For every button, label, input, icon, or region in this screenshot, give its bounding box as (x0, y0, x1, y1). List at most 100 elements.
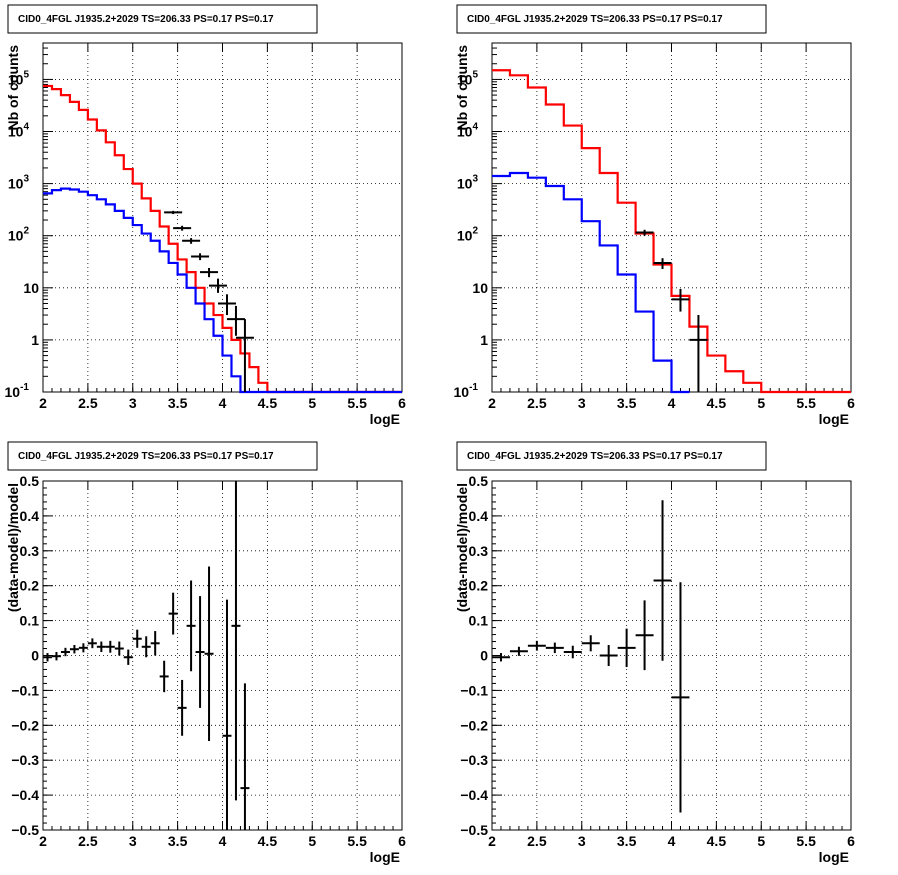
y-tick-label: 10-1 (454, 382, 479, 400)
x-tick-label: 6 (847, 395, 855, 411)
title-box (456, 441, 767, 471)
x-tick-label: 4 (219, 833, 227, 849)
y-tick-label: −0.4 (11, 787, 39, 803)
x-tick-label: 3.5 (617, 833, 637, 849)
x-tick-label: 3.5 (168, 833, 188, 849)
y-tick-label: 105 (8, 69, 30, 87)
y-tick-label: 102 (8, 226, 30, 244)
y-tick-label: 0.4 (20, 508, 40, 524)
x-tick-label: 2 (488, 395, 496, 411)
y-tick-label: −0.2 (11, 717, 39, 733)
y-tick-label: 0.3 (469, 543, 489, 559)
x-tick-label: 5.5 (347, 395, 367, 411)
title-box (7, 4, 318, 34)
y-axis-title: Nb of counts (5, 45, 21, 131)
x-tick-label: 3 (129, 833, 137, 849)
y-tick-label: 105 (457, 69, 479, 87)
x-tick-label: 5 (757, 833, 765, 849)
plot-frame (42, 480, 403, 831)
x-tick-label: 4.5 (258, 395, 278, 411)
x-tick-label: 4 (668, 833, 676, 849)
x-tick-label: 2.5 (527, 395, 547, 411)
residual-panel-right: CID0_4FGL J1935.2+2029 TS=206.33 PS=0.17… (454, 441, 855, 865)
x-tick-label: 5 (757, 395, 765, 411)
x-axis-title: logE (819, 411, 849, 427)
y-tick-label: −0.4 (460, 787, 488, 803)
y-tick-label: −0.1 (11, 682, 39, 698)
x-tick-label: 4 (668, 395, 676, 411)
y-tick-label: 104 (457, 122, 479, 140)
y-tick-label: 10 (23, 280, 39, 296)
title-box (456, 4, 767, 34)
plot-frame (491, 480, 852, 831)
x-tick-label: 4.5 (707, 833, 727, 849)
x-tick-label: 5 (308, 395, 316, 411)
model-step-line (43, 187, 402, 394)
chart-title: CID0_4FGL J1935.2+2029 TS=206.33 PS=0.17… (18, 14, 274, 25)
y-tick-label: 1 (31, 332, 39, 348)
chart-title: CID0_4FGL J1935.2+2029 TS=206.33 PS=0.17… (18, 451, 274, 462)
y-tick-label: 0.5 (469, 473, 489, 489)
y-tick-label: −0.3 (460, 752, 488, 768)
y-tick-label: −0.2 (460, 717, 488, 733)
x-tick-label: 3.5 (617, 395, 637, 411)
x-tick-label: 5 (308, 833, 316, 849)
y-tick-label: −0.1 (460, 682, 488, 698)
chart-title: CID0_4FGL J1935.2+2029 TS=206.33 PS=0.17… (467, 14, 723, 25)
y-tick-label: 0.4 (469, 508, 489, 524)
y-tick-label: 104 (8, 122, 30, 140)
y-tick-label: −0.3 (11, 752, 39, 768)
x-axis-title: logE (370, 411, 400, 427)
x-tick-label: 2 (39, 833, 47, 849)
x-tick-label: 6 (847, 833, 855, 849)
y-tick-label: 0 (480, 648, 488, 664)
x-tick-label: 5.5 (796, 833, 816, 849)
chart-title: CID0_4FGL J1935.2+2029 TS=206.33 PS=0.17… (467, 451, 723, 462)
title-box (7, 441, 318, 471)
y-tick-label: 103 (457, 174, 479, 192)
y-tick-label: −0.5 (460, 822, 488, 838)
y-tick-label: 10-1 (5, 382, 30, 400)
y-axis-title: Nb of counts (454, 45, 470, 131)
y-tick-label: 1 (480, 332, 488, 348)
x-tick-label: 3 (578, 395, 586, 411)
x-tick-label: 5.5 (796, 395, 816, 411)
y-tick-label: 0 (31, 648, 39, 664)
y-tick-label: −0.5 (11, 822, 39, 838)
plot-frame (42, 42, 403, 393)
x-tick-label: 4.5 (707, 395, 727, 411)
y-tick-label: 102 (457, 226, 479, 244)
y-tick-label: 103 (8, 174, 30, 192)
model-step-line (492, 69, 851, 394)
model-step-line (43, 84, 402, 394)
counts-panel-right: CID0_4FGL J1935.2+2029 TS=206.33 PS=0.17… (454, 4, 855, 427)
y-tick-label: 0.1 (469, 613, 489, 629)
x-tick-label: 3 (578, 833, 586, 849)
x-tick-label: 2.5 (78, 395, 98, 411)
x-axis-title: logE (370, 849, 400, 865)
x-tick-label: 3.5 (168, 395, 188, 411)
y-tick-label: 0.1 (20, 613, 40, 629)
y-axis-title: (data-model)/model (5, 483, 21, 612)
x-axis-title: logE (819, 849, 849, 865)
residual-panel-left: CID0_4FGL J1935.2+2029 TS=206.33 PS=0.17… (5, 441, 406, 865)
y-axis-title: (data-model)/model (454, 483, 470, 612)
y-tick-label: 0.2 (469, 578, 489, 594)
x-tick-label: 3 (129, 395, 137, 411)
x-tick-label: 2.5 (78, 833, 98, 849)
x-tick-label: 2 (488, 833, 496, 849)
y-tick-label: 0.2 (20, 578, 40, 594)
x-tick-label: 6 (398, 833, 406, 849)
y-tick-label: 0.5 (20, 473, 40, 489)
x-tick-label: 2 (39, 395, 47, 411)
x-tick-label: 4 (219, 395, 227, 411)
x-tick-label: 4.5 (258, 833, 278, 849)
model-step-line (492, 171, 690, 394)
y-tick-label: 10 (472, 280, 488, 296)
x-tick-label: 5.5 (347, 833, 367, 849)
x-tick-label: 2.5 (527, 833, 547, 849)
y-tick-label: 0.3 (20, 543, 40, 559)
counts-panel-left: CID0_4FGL J1935.2+2029 TS=206.33 PS=0.17… (5, 4, 406, 427)
x-tick-label: 6 (398, 395, 406, 411)
